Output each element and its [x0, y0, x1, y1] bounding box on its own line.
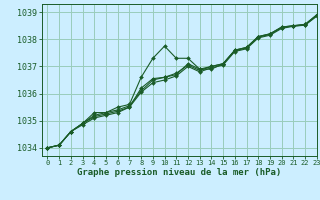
- X-axis label: Graphe pression niveau de la mer (hPa): Graphe pression niveau de la mer (hPa): [77, 168, 281, 177]
